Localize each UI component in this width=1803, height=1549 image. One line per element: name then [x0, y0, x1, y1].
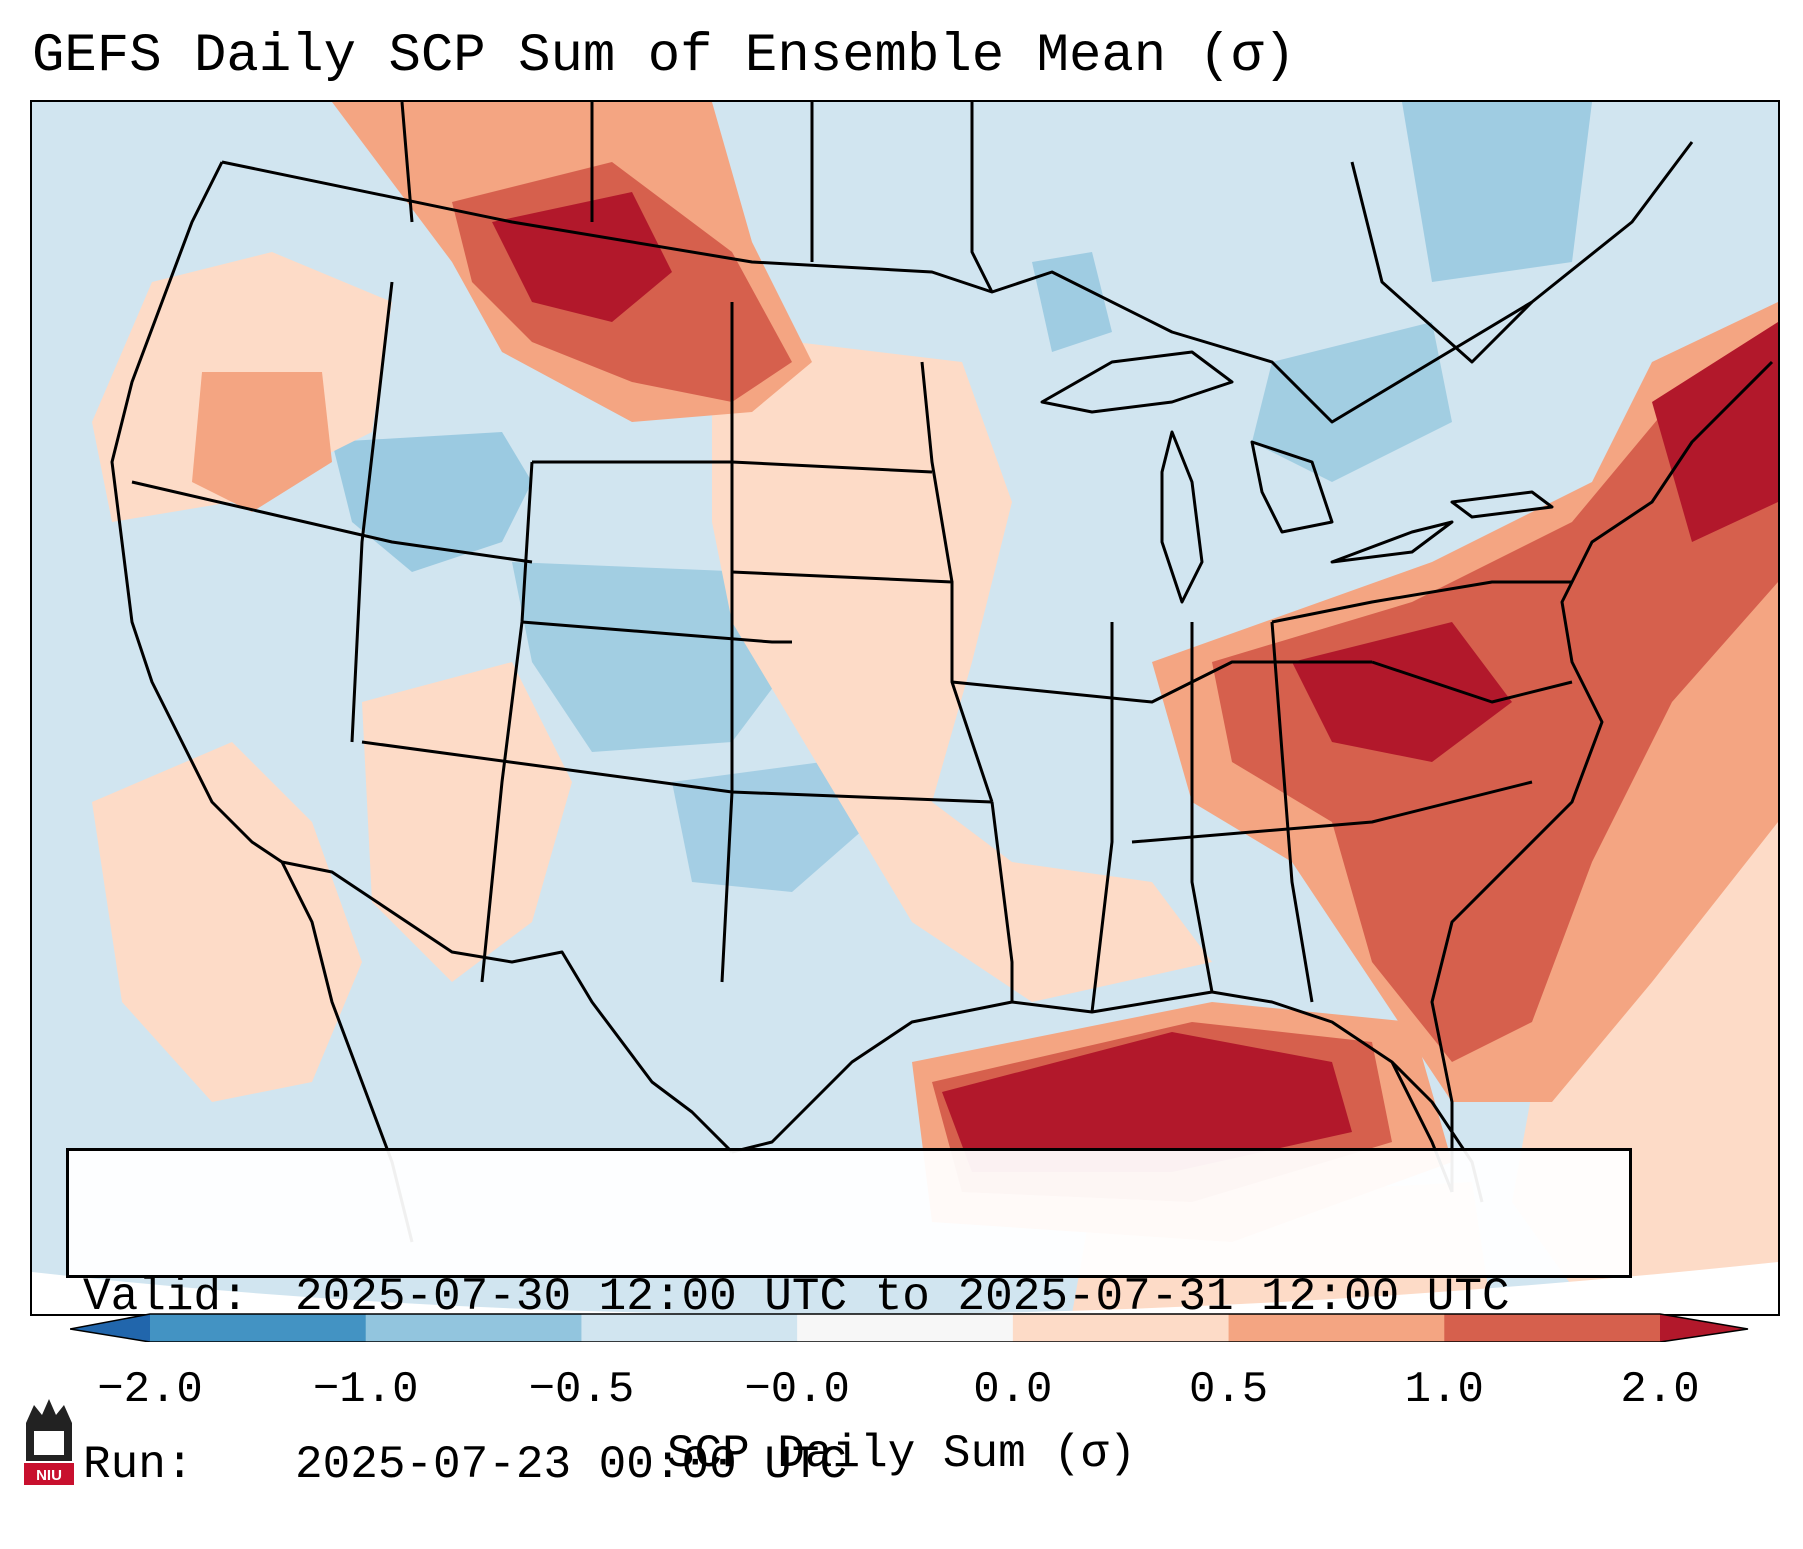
colorbar-tick-label: 1.0 [1404, 1365, 1484, 1415]
colorbar-segment [1012, 1314, 1230, 1342]
lake-erie [1330, 520, 1454, 564]
state-line-colorado-kansas [720, 462, 734, 983]
colorbar-tick-label: 2.0 [1620, 1365, 1700, 1415]
colorbar-segment [797, 1314, 1014, 1342]
colorbar-segment [581, 1314, 798, 1342]
colorbar-segment [365, 1314, 582, 1342]
positive-anomaly-plains [712, 332, 1212, 1002]
gulf-coastline [731, 990, 1454, 1193]
positive-anomaly-southwest [362, 662, 572, 982]
canada-bc-alberta [400, 102, 414, 223]
valid-run-info-box: Valid: 2025-07-30 12:00 UTC to 2025-07-31… [66, 1148, 1632, 1491]
positive-anomaly-pacific-sw [92, 742, 362, 1102]
positive-anomaly-montana-peak [492, 192, 672, 322]
logo-text: NIU [36, 1467, 62, 1484]
lake-huron [1250, 440, 1334, 534]
us-mexico-border [281, 860, 734, 1154]
map-canvas [32, 102, 1778, 1314]
run-row: Run: 2025-07-23 00:00 UTC [83, 1437, 1617, 1493]
lake-michigan [1160, 430, 1204, 604]
negative-anomaly-rockies [332, 432, 532, 572]
state-line-kansas-nebraska [731, 570, 994, 803]
canada-manitoba-ontario [970, 102, 994, 293]
colorbar-extend-high [1660, 1314, 1748, 1342]
state-line-oklahoma-arkansas [990, 801, 1014, 1002]
state-line-45n [731, 460, 933, 474]
negative-anomaly-colorado [512, 562, 792, 752]
negative-anomaly-ontario [1252, 322, 1452, 482]
colorbar-tick-label: 0.5 [1188, 1365, 1269, 1415]
positive-anomaly-gulf-core [942, 1032, 1352, 1172]
negative-anomaly-quebec [1402, 102, 1592, 282]
colorbar-tick-label: −0.5 [528, 1365, 635, 1415]
state-line-alabama [1190, 622, 1214, 993]
positive-anomaly-new-england [1652, 322, 1778, 542]
lake-superior [1040, 350, 1234, 414]
colorbar-segment [1228, 1314, 1445, 1342]
page-title: GEFS Daily SCP Sum of Ensemble Mean (σ) [32, 26, 1296, 87]
negative-anomaly-lake-superior [1032, 252, 1112, 352]
run-value: 2025-07-23 00:00 UTC [295, 1439, 848, 1491]
positive-anomaly-oregon [192, 372, 332, 512]
map-panel[interactable] [30, 100, 1780, 1316]
canada-ontario-quebec [1350, 161, 1534, 364]
anomaly-field [32, 102, 1778, 1314]
colorbar-outline [70, 1313, 1749, 1342]
logo-window [34, 1431, 64, 1455]
colorbar-segment [1444, 1314, 1661, 1342]
colorbar-tick-label: −2.0 [97, 1365, 203, 1415]
state-line-utah-colorado [480, 461, 534, 983]
colorbar-segment [150, 1314, 367, 1342]
state-line-dakotas-minnesota [920, 361, 954, 583]
state-line-mississippi-river [1090, 622, 1114, 1013]
positive-anomaly-west-virginia [1292, 622, 1512, 762]
pacific-coastline [110, 161, 283, 864]
geography-lines [110, 102, 1774, 1243]
colorbar-tick-label: 0.0 [973, 1365, 1053, 1415]
state-line-tennessee [1131, 780, 1533, 844]
lake-ontario [1450, 490, 1554, 519]
atlantic-coastline [1430, 360, 1774, 1192]
colorbar-extend-low [70, 1314, 150, 1342]
run-label: Run: [83, 1439, 194, 1491]
state-line-virginia [1371, 660, 1573, 704]
projection-edge [32, 1262, 1778, 1314]
state-line-42n [131, 480, 533, 564]
colorbar-label: SCP Daily Sum (σ) [666, 1428, 1137, 1480]
state-line-georgia [1270, 621, 1314, 1003]
state-line-ohio-pa [1271, 580, 1572, 624]
logo-banner [24, 1463, 74, 1485]
colorbar [70, 1313, 1749, 1342]
state-line-41n [521, 620, 792, 644]
colorbar-tick-label: −1.0 [312, 1365, 419, 1415]
niu-logo: NIU [24, 1399, 74, 1485]
state-line-nevada-utah [350, 281, 394, 743]
logo-tower-crown [26, 1399, 72, 1423]
colorbar-tick-label: −0.0 [744, 1365, 850, 1415]
